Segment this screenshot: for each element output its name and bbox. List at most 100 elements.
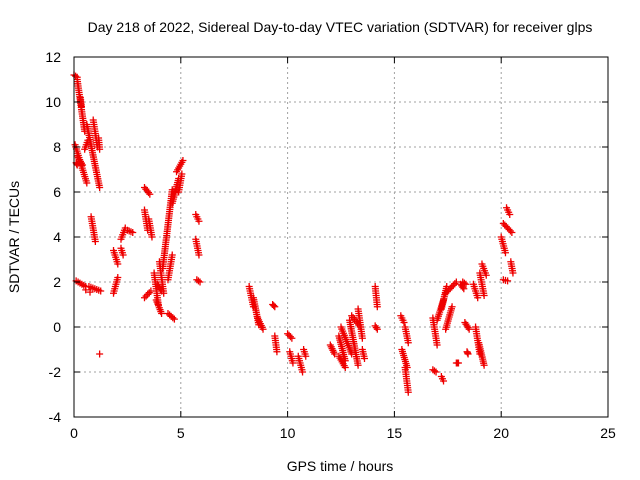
data-point (259, 325, 267, 333)
data-point (341, 357, 349, 365)
data-point (474, 294, 482, 302)
y-tick-label: 4 (53, 229, 61, 245)
data-point (480, 361, 488, 369)
data-point (302, 352, 310, 360)
data-point (354, 361, 362, 369)
data-point (91, 238, 99, 245)
data-point (195, 217, 203, 225)
data-point (360, 355, 368, 362)
data-point (270, 302, 278, 310)
data-point (271, 303, 279, 311)
data-point (86, 288, 94, 296)
data-point (501, 249, 509, 257)
data-point (452, 278, 460, 286)
data-point (509, 269, 517, 277)
data-point (400, 319, 408, 326)
data-point (464, 350, 472, 358)
x-tick-label: 0 (70, 425, 78, 441)
data-point (460, 279, 468, 287)
data-point (179, 157, 187, 164)
y-tick-label: 12 (45, 49, 61, 65)
data-point (299, 368, 307, 376)
y-tick-label: 0 (53, 319, 61, 335)
data-point (178, 170, 186, 178)
axis-ticks (73, 56, 609, 418)
data-points (70, 71, 517, 396)
data-point (195, 251, 203, 259)
data-point (96, 350, 104, 358)
data-point (442, 289, 450, 297)
data-point (448, 283, 456, 291)
data-point (77, 103, 85, 110)
x-tick-label: 15 (387, 425, 403, 441)
x-tick-label: 10 (280, 425, 296, 441)
data-point (196, 278, 204, 286)
data-point (454, 359, 462, 367)
data-point (506, 227, 514, 235)
data-point (148, 233, 156, 241)
data-point (83, 179, 91, 187)
data-point (482, 271, 490, 279)
data-point (73, 161, 81, 169)
data-point (114, 274, 122, 281)
data-point (465, 325, 473, 333)
data-point (288, 334, 296, 342)
data-point (97, 287, 105, 295)
data-point (443, 288, 451, 296)
data-point (508, 229, 516, 236)
x-tick-labels: 0 5 10 15 20 25 (70, 425, 616, 441)
y-tick-label: -4 (49, 409, 62, 425)
data-point (480, 292, 488, 299)
y-tick-label: -2 (49, 364, 62, 380)
data-point (433, 341, 441, 349)
data-point (358, 334, 366, 342)
y-tick-label: 2 (53, 274, 61, 290)
data-point (341, 364, 349, 371)
data-point (446, 284, 454, 292)
data-point (129, 229, 137, 236)
data-point (331, 350, 339, 358)
data-point (448, 303, 456, 311)
data-point (373, 325, 381, 333)
data-point (504, 277, 512, 285)
data-point (82, 286, 90, 294)
grid-lines (74, 57, 608, 417)
data-point (96, 184, 104, 191)
data-point (168, 251, 176, 259)
y-tick-label: 8 (53, 139, 61, 155)
y-tick-label: 6 (53, 184, 61, 200)
data-point (169, 314, 177, 322)
data-point (160, 289, 168, 297)
y-tick-label: 10 (45, 94, 61, 110)
data-point (96, 145, 104, 153)
data-point (430, 367, 438, 375)
x-axis-label: GPS time / hours (287, 458, 394, 474)
x-tick-label: 25 (600, 425, 616, 441)
data-point (114, 260, 122, 268)
data-point (273, 348, 281, 356)
data-point (432, 368, 440, 376)
data-point (506, 211, 514, 218)
data-point (449, 281, 457, 289)
y-tick-labels: -4 -2 0 2 4 6 8 10 12 (45, 49, 61, 425)
chart-title: Day 218 of 2022, Sidereal Day-to-day VTE… (88, 19, 593, 35)
data-point (146, 190, 154, 198)
data-point (404, 339, 412, 347)
x-tick-label: 5 (177, 425, 185, 441)
data-point (440, 377, 448, 385)
data-point (286, 333, 294, 341)
data-point (404, 388, 412, 396)
data-point (72, 72, 80, 80)
data-point (445, 286, 453, 294)
x-tick-label: 20 (493, 425, 509, 441)
y-axis-label: SDTVAR / TECUs (6, 181, 22, 293)
data-point (462, 280, 470, 288)
data-point (373, 303, 381, 311)
data-point (170, 315, 178, 323)
data-point (158, 310, 166, 317)
data-point (289, 359, 297, 367)
data-point (194, 277, 202, 285)
data-point (119, 251, 127, 259)
